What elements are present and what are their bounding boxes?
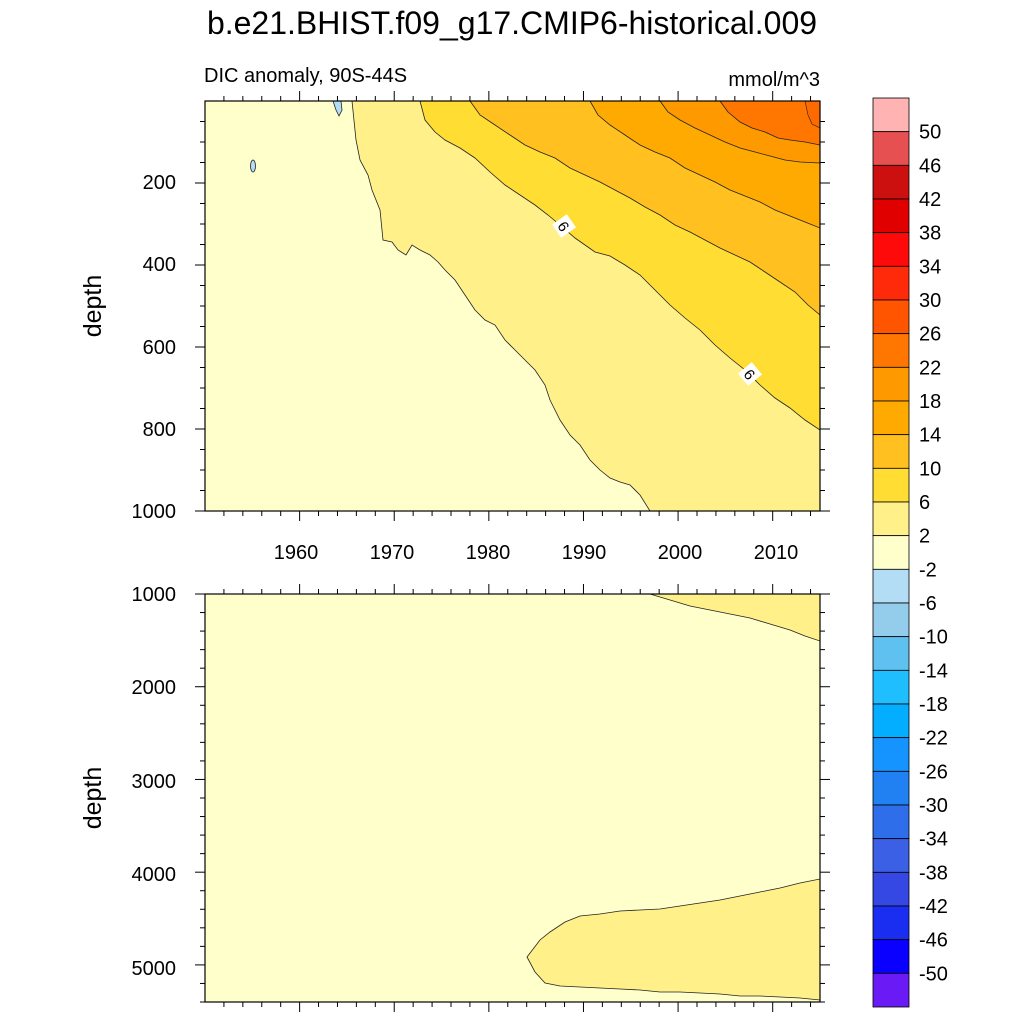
upper-y-tick-200: 200 [143,172,176,194]
figure-title: b.e21.BHIST.f09_g17.CMIP6-historical.009 [207,5,817,41]
colorbar-label: -14 [919,660,948,682]
colorbar-label: 6 [919,492,930,514]
x-tick-1990: 1990 [562,542,607,564]
colorbar-swatch [872,804,910,840]
colorbar-swatch [872,871,910,907]
colorbar-label: 18 [919,391,941,413]
colorbar-label: -38 [919,862,948,884]
colorbar-swatch [872,164,910,200]
colorbar-swatch [872,434,910,469]
colorbar-swatch [872,602,910,638]
upper-band-22-26 [719,101,820,146]
lower-y-tick-2000: 2000 [132,677,177,699]
lower-y-tick-5000: 5000 [132,958,177,980]
colorbar-label: 42 [919,189,941,211]
colorbar-label: -2 [919,559,937,581]
colorbar-swatch [872,636,910,671]
upper-y-tick-labels: 200 400 600 800 1000 [132,172,177,523]
colorbar-swatch [872,400,910,436]
colorbar-swatch [872,366,910,402]
upper-y-tick-800: 800 [143,419,176,441]
lower-panel: 1000 2000 3000 4000 5000 depth [79,584,830,1012]
colorbar-swatch [872,535,910,570]
colorbar-label: -34 [919,829,948,851]
colorbar-label: -50 [919,963,948,985]
colorbar-swatch [872,905,910,941]
colorbar-label: 46 [919,155,941,177]
upper-panel: 6 6 200 400 600 800 1000 1960 1970 1980 … [79,91,830,564]
colorbar-label: 50 [919,122,941,144]
panel-subtitle-left: DIC anomaly, 90S-44S [204,65,407,87]
colorbar-label: -22 [919,728,948,750]
colorbar-label: -10 [919,627,948,649]
colorbar-swatch [872,198,910,234]
upper-negative-patch-2 [250,159,256,173]
colorbar-label: -18 [919,694,948,716]
x-tick-1970: 1970 [370,542,415,564]
upper-y-tick-400: 400 [143,254,176,276]
colorbar-label: 2 [919,526,930,548]
lower-contour-fill [205,594,820,1002]
contour-label-6a: 6 [552,214,576,238]
lower-band-2-6-bottom [526,878,820,1001]
colorbar-label: 10 [919,458,941,480]
colorbar-swatch [872,501,910,537]
colorbar-label: 34 [919,256,941,278]
colorbar-label: -46 [919,930,948,952]
colorbar-swatch [872,265,910,301]
colorbar-swatch [872,972,910,1008]
lower-y-axis-label: depth [79,767,107,830]
upper-axis-ticks [195,91,830,521]
lower-y-tick-1000: 1000 [132,584,177,606]
upper-contour-fill: 6 6 [205,101,820,511]
contour-label-6b: 6 [737,362,763,386]
colorbar-label: 30 [919,290,941,312]
lower-axis-ticks [195,584,830,1012]
colorbar: 50 46 42 38 34 30 26 22 18 14 10 6 2 -2 -6 -10 -14 -18 -22… [872,97,948,1008]
lower-y-tick-labels: 1000 2000 3000 4000 5000 [132,584,177,980]
colorbar-label: -26 [919,761,948,783]
upper-negative-patch-1 [332,101,343,117]
upper-y-tick-600: 600 [143,337,176,359]
lower-y-tick-4000: 4000 [132,864,177,886]
colorbar-swatch [872,299,910,335]
colorbar-label: -30 [919,795,948,817]
upper-y-axis-label: depth [79,275,107,338]
colorbar-swatch [872,703,910,739]
colorbar-label: 38 [919,223,941,245]
colorbar-swatch [872,568,910,604]
colorbar-swatch [872,939,910,974]
colorbar-label: 14 [919,425,941,447]
colorbar-swatch [872,333,910,368]
panel-units: mmol/m^3 [728,69,820,91]
colorbar-swatch [872,770,910,806]
colorbar-label: -6 [919,593,937,615]
x-tick-2010: 2010 [754,542,799,564]
colorbar-swatch [872,232,910,267]
colorbar-swatch [872,467,910,503]
colorbar-label: -42 [919,896,948,918]
upper-x-tick-labels: 1960 1970 1980 1990 2000 2010 [274,542,799,564]
x-tick-2000: 2000 [658,542,703,564]
colorbar-swatch [872,669,910,705]
lower-y-tick-3000: 3000 [132,771,177,793]
x-tick-1960: 1960 [274,542,319,564]
colorbar-swatch [872,97,910,133]
lower-band-2-6-top [649,594,820,642]
colorbar-swatch [872,131,910,166]
colorbar-swatch [872,737,910,772]
colorbar-label: 22 [919,357,941,379]
colorbar-label: 26 [919,324,941,346]
x-tick-1980: 1980 [466,542,511,564]
upper-band-26-30 [804,101,820,129]
upper-y-tick-1000: 1000 [132,501,177,523]
colorbar-swatch [872,838,910,873]
